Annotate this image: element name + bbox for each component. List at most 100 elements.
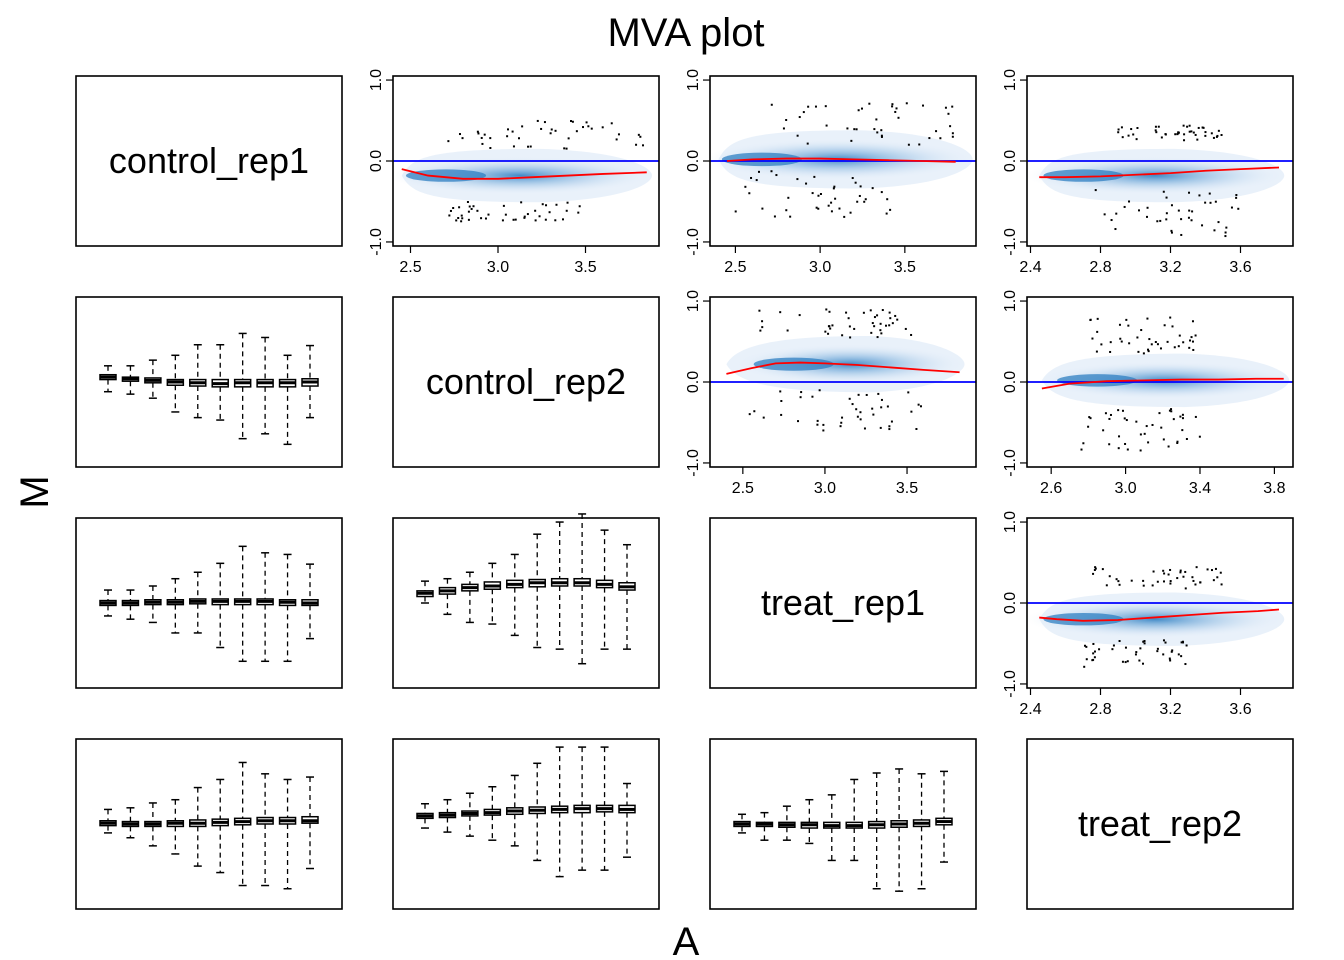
outlier-point-upper <box>1152 570 1155 573</box>
outlier-point-lower <box>1235 194 1238 197</box>
outlier-point-lower <box>1190 219 1193 222</box>
outlier-point-lower <box>1108 417 1111 420</box>
outlier-point-lower <box>872 413 875 416</box>
outlier-point-upper <box>1194 133 1197 136</box>
outlier-point-lower <box>504 213 507 216</box>
ma-panel: -1.0 0.0 1.0 2.5 3.0 3.5 <box>368 69 660 276</box>
x-tick-label: 2.6 <box>1040 480 1062 497</box>
ma-panel: -1.0 0.0 1.0 2.6 3.0 3.4 3.8 <box>1002 290 1294 497</box>
outlier-point-lower <box>800 391 803 394</box>
outlier-point-lower <box>1171 649 1174 652</box>
x-tick-label: 3.0 <box>487 259 509 276</box>
outlier-point-lower <box>460 214 463 217</box>
outlier-point-upper <box>1105 584 1108 587</box>
outlier-point-upper <box>873 128 876 131</box>
outlier-point-lower <box>789 215 792 218</box>
outlier-point-lower <box>1165 218 1168 221</box>
y-tick-label: 1.0 <box>368 69 385 91</box>
outlier-point-lower <box>832 187 835 190</box>
outlier-point-upper <box>512 145 515 148</box>
outlier-point-lower <box>1123 417 1126 420</box>
outlier-point-lower <box>1204 201 1207 204</box>
x-tick-label: 2.5 <box>732 480 754 497</box>
outlier-point-upper <box>1095 350 1098 353</box>
box <box>800 798 819 845</box>
outlier-point-lower <box>467 210 470 213</box>
outlier-point-lower <box>1187 216 1190 219</box>
outlier-point-lower <box>545 204 548 207</box>
outlier-point-upper <box>761 326 764 329</box>
outlier-point-lower <box>1213 229 1216 232</box>
outlier-point-lower <box>1098 648 1101 651</box>
outlier-point-upper <box>1166 340 1169 343</box>
outlier-point-lower <box>1114 228 1117 231</box>
outlier-point-lower <box>1123 205 1126 208</box>
outlier-point-lower <box>1145 215 1148 218</box>
y-tick-label: 1.0 <box>685 290 702 312</box>
outlier-point-lower <box>1139 647 1142 650</box>
outlier-point-lower <box>1134 653 1137 656</box>
outlier-point-lower <box>1089 417 1092 420</box>
outlier-point-upper <box>1202 126 1205 129</box>
box <box>595 746 614 871</box>
box <box>890 768 908 892</box>
outlier-point-upper <box>1174 133 1177 136</box>
outlier-point-lower <box>1156 220 1159 223</box>
outlier-point-upper <box>857 109 860 112</box>
outlier-point-upper <box>759 329 762 332</box>
outlier-point-upper <box>828 310 831 313</box>
outlier-point-lower <box>1180 233 1183 236</box>
outlier-point-lower <box>1158 412 1161 415</box>
outlier-point-lower <box>1115 212 1118 215</box>
outlier-point-lower <box>1139 449 1142 452</box>
outlier-point-upper <box>565 147 568 150</box>
outlier-point-upper <box>1169 568 1172 571</box>
y-tick-label: 0.0 <box>1002 592 1019 614</box>
outlier-point-upper <box>873 316 876 319</box>
outlier-point-lower <box>1085 645 1088 648</box>
outlier-point-lower <box>1156 650 1159 653</box>
outlier-point-upper <box>615 138 618 141</box>
outlier-point-upper <box>1194 334 1197 337</box>
outlier-point-upper <box>587 125 590 128</box>
outlier-point-lower <box>841 416 844 419</box>
outlier-point-upper <box>889 317 892 320</box>
ma-panel: -1.0 0.0 1.0 2.4 2.8 3.2 3.6 <box>1002 69 1294 276</box>
outlier-point-upper <box>1195 566 1198 569</box>
outlier-point-upper <box>798 116 801 119</box>
outlier-point-lower <box>472 205 475 208</box>
outlier-point-lower <box>1138 659 1141 662</box>
outlier-point-lower <box>915 427 918 430</box>
outlier-point-upper <box>536 119 539 122</box>
outlier-point-lower <box>775 174 778 177</box>
outlier-point-lower <box>1124 661 1127 664</box>
outlier-point-lower <box>526 213 529 216</box>
density-cloud-mid <box>1027 156 1285 195</box>
outlier-point-upper <box>894 314 897 317</box>
outlier-point-upper <box>825 308 828 311</box>
box <box>166 798 185 855</box>
outlier-point-upper <box>1176 133 1179 136</box>
outlier-point-lower <box>1180 655 1183 658</box>
x-tick-label: 3.5 <box>896 480 918 497</box>
outlier-point-lower <box>770 170 773 173</box>
outlier-point-lower <box>476 209 479 212</box>
outlier-point-upper <box>1201 126 1204 129</box>
outlier-point-upper <box>1199 581 1202 584</box>
outlier-point-upper <box>910 333 913 336</box>
outlier-point-lower <box>1191 210 1194 213</box>
outlier-point-upper <box>1186 125 1189 128</box>
outlier-point-lower <box>816 423 819 426</box>
outlier-point-lower <box>1092 658 1095 661</box>
outlier-point-lower <box>1170 650 1173 653</box>
y-tick-label: -1.0 <box>1002 670 1019 698</box>
outlier-point-upper <box>1089 319 1092 322</box>
outlier-point-lower <box>877 392 880 395</box>
outlier-point-lower <box>1108 443 1111 446</box>
outlier-point-upper <box>540 127 543 130</box>
outlier-point-upper <box>1154 340 1157 343</box>
outlier-point-lower <box>448 214 451 217</box>
box <box>189 571 207 634</box>
outlier-point-lower <box>1179 415 1182 418</box>
